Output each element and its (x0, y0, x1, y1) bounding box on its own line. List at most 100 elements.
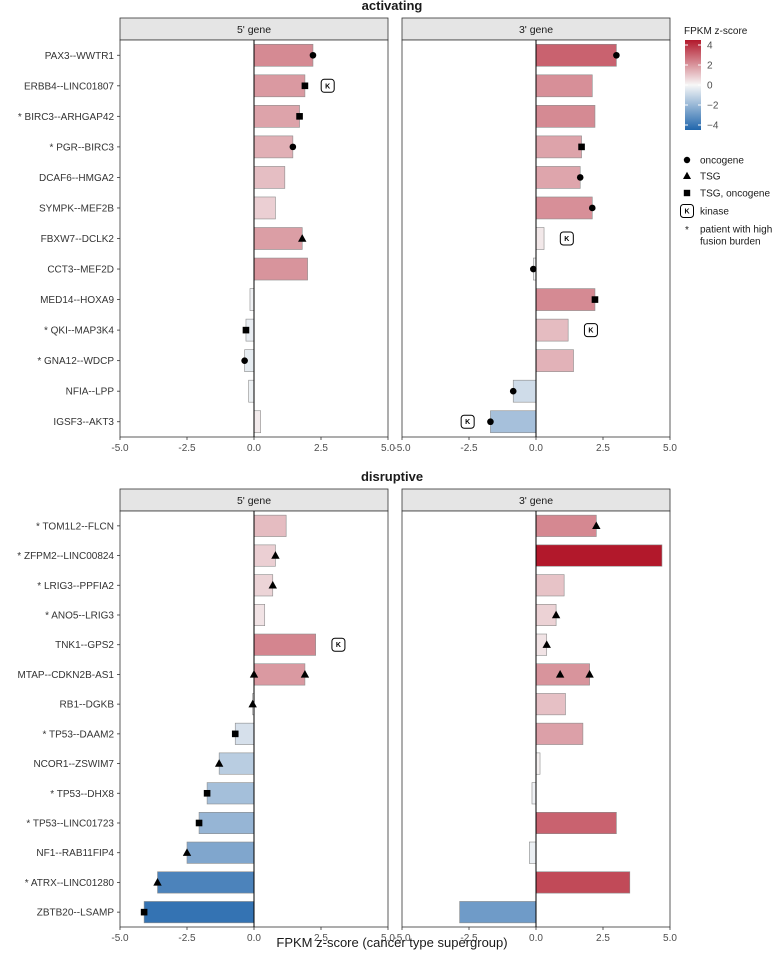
fusion-name: CCT3--MEF2D (47, 265, 114, 276)
fusion-name: NCOR1--ZSWIM7 (33, 759, 114, 770)
x-tick-label: -5.0 (393, 933, 411, 944)
category-label: * TOM1L2--FLCN (36, 521, 114, 532)
legend-item-asterisk: * patient with high fusion burden (685, 225, 772, 248)
bar-PGR--BIRC3 (253, 135, 294, 159)
TP53--DAAM2-tsg-oncogene-marker (231, 730, 239, 738)
fusion-name: LRIG3--PPFIA2 (44, 581, 114, 592)
ERBB4--LINC01807-tsg-oncogene-marker (301, 82, 309, 90)
legend-label: TSG, oncogene (700, 189, 770, 200)
bar-ANO5--LRIG3 (253, 604, 266, 626)
high-burden-asterisk: * (37, 356, 44, 367)
category-label: FBXW7--DCLK2 (41, 234, 115, 245)
facet-three-prime-disruptive: 3' gene -5.0 -2.5 0.0 2.5 5.0 (393, 488, 677, 944)
bar-IGSF3--AKT3 (490, 410, 537, 434)
RB1--DGKB-tsg-marker (248, 699, 257, 708)
fusion-name: TOM1L2--FLCN (43, 521, 115, 532)
x-tick-label: -5.0 (111, 443, 129, 454)
fusion-name: PGR--BIRC3 (56, 142, 114, 153)
high-burden-asterisk: * (50, 142, 57, 153)
category-label: PAX3--WWTR1 (45, 51, 115, 62)
panel-title: activating (362, 0, 423, 13)
category-label: MTAP--CDKN2B-AS1 (18, 670, 115, 681)
bar-NFIA--LPP (248, 379, 255, 403)
bar-ERBB4--LINC01807 (253, 74, 306, 98)
bar-TP53--DHX8 (531, 782, 537, 805)
x-tick-label: -2.5 (460, 443, 478, 454)
facet-strip-label: 5' gene (237, 24, 271, 36)
bar-NCOR1--ZSWIM7 (218, 752, 255, 775)
oncogene-legend-marker (683, 156, 691, 164)
bar-PAX3--WWTR1 (535, 43, 617, 67)
facet-strip-label: 3' gene (519, 24, 553, 36)
MTAP--CDKN2B-AS1-tsg-marker (585, 670, 594, 678)
legend-label: kinase (700, 207, 729, 218)
fusion-name: TP53--LINC01723 (33, 819, 115, 830)
ZBTB20--LSAMP-tsg-oncogene-marker (140, 908, 148, 916)
bar-ZBTB20--LSAMP (143, 901, 255, 924)
high-burden-asterisk: * (25, 878, 31, 889)
kinase-badge: K (331, 637, 346, 652)
bar-TOM1L2--FLCN (253, 514, 287, 537)
kinase-badge-letter: K (325, 83, 330, 90)
x-tick-label: 2.5 (596, 443, 610, 454)
bar-TP53--DHX8 (206, 782, 255, 805)
bar-BIRC3--ARHGAP42 (253, 105, 300, 128)
fusion-name: SYMPK--MEF2B (39, 203, 114, 214)
facet-three-prime-activating: 3' gene -5.0 -2.5 0.0 2.5 5.0 K K K (393, 17, 677, 454)
bar-ZFPM2--LINC00824 (253, 544, 276, 567)
bar-CCT3--MEF2D (253, 257, 308, 281)
bar-ERBB4--LINC01807 (535, 74, 593, 98)
category-label: SYMPK--MEF2B (39, 203, 114, 214)
x-tick-label: 2.5 (596, 933, 610, 944)
bar-DCAF6--HMGA2 (253, 166, 286, 189)
MTAP--CDKN2B-AS1-tsg-marker (555, 670, 565, 678)
colorbar-title: FPKM z-score (684, 26, 748, 37)
bar-ATRX--LINC01280 (157, 871, 255, 894)
fusion-name: ANO5--LRIG3 (51, 611, 114, 622)
panel-title: disruptive (361, 469, 423, 484)
NF1--RAB11FIP4-tsg-marker (182, 848, 192, 856)
bar-series (143, 514, 316, 924)
high-burden-asterisk: * (44, 326, 51, 337)
category-label: ERBB4--LINC01807 (24, 81, 114, 92)
panel-activating: activating 5' gene -5.0 -2.5 0.0 2.5 5.0 K PAX3-… (18, 0, 678, 454)
bar-BIRC3--ARHGAP42 (535, 105, 596, 128)
kinase-badge: K (583, 323, 598, 338)
colorbar-tick-label: −4 (707, 121, 719, 132)
fusion-name: GNA12--WDCP (44, 356, 114, 367)
fusion-name: NF1--RAB11FIP4 (36, 848, 114, 859)
fusion-name: ATRX--LINC01280 (31, 878, 115, 889)
bar-MTAP--CDKN2B-AS1 (535, 663, 590, 686)
fusion-name: MTAP--CDKN2B-AS1 (18, 670, 115, 681)
bar-TNK1--GPS2 (253, 633, 316, 656)
legend-item-square: TSG, oncogene (683, 189, 770, 200)
x-tick-label: 5.0 (663, 933, 677, 944)
x-tick-label: -2.5 (460, 933, 478, 944)
ZFPM2--LINC00824-tsg-marker (271, 551, 280, 559)
x-tick-label: 0.0 (529, 443, 543, 454)
FBXW7--DCLK2-tsg-marker (298, 234, 307, 242)
fusion-name: MED14--HOXA9 (40, 295, 114, 306)
PGR--BIRC3-tsg-oncogene-marker (578, 143, 585, 151)
category-label: * ATRX--LINC01280 (25, 878, 115, 889)
fusion-name: NFIA--LPP (66, 387, 115, 398)
high-burden-asterisk: * (26, 819, 33, 830)
kinase-badge: K (559, 231, 574, 246)
bar-FBXW7--DCLK2 (535, 227, 545, 250)
category-label: ZBTB20--LSAMP (37, 908, 115, 919)
tsg-oncogene-legend-marker (683, 189, 691, 197)
x-tick-label: 5.0 (381, 443, 395, 454)
high-burden-asterisk: * (36, 521, 43, 532)
fusion-name: TP53--DAAM2 (49, 729, 114, 740)
kinase-legend-marker: K (680, 204, 694, 218)
bar-series (459, 514, 663, 924)
x-tick-label: 5.0 (381, 933, 395, 944)
ANO5--LRIG3-tsg-marker (551, 610, 561, 619)
bar-ANO5--LRIG3 (535, 604, 557, 626)
x-tick-label: -2.5 (178, 933, 196, 944)
category-label: DCAF6--HMGA2 (39, 173, 114, 184)
IGSF3--AKT3-oncogene-marker (487, 418, 494, 426)
legend-label: patient with high fusion burden (700, 225, 772, 248)
colorbar-tick-label: 0 (707, 81, 713, 92)
